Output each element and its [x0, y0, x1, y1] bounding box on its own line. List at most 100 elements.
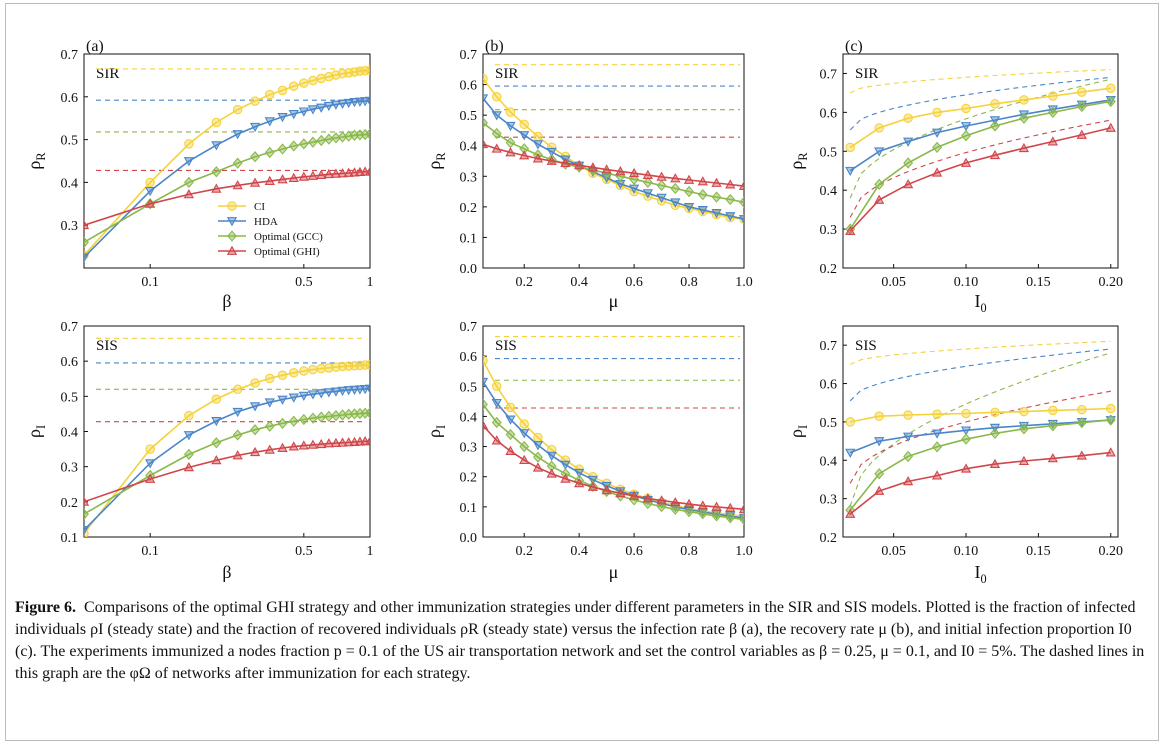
dashed-reference-line	[849, 348, 1111, 402]
data-point-ci	[232, 104, 243, 115]
data-point-gcc	[84, 236, 89, 248]
data-point-gcc	[288, 140, 299, 152]
data-point-ghi	[615, 166, 626, 176]
plot-area	[84, 65, 370, 263]
data-point-ci	[1106, 83, 1116, 93]
legend-label: Optimal (GCC)	[254, 231, 323, 243]
data-point-hda	[642, 189, 653, 199]
chart-legend: CI HDA Optimal (GCC) Optimal (GHI)	[218, 201, 323, 258]
data-point-ghi	[697, 176, 708, 186]
legend-marker	[226, 217, 238, 227]
data-point-ci	[491, 381, 502, 392]
data-point-ghi	[738, 503, 744, 514]
data-point-gcc	[725, 193, 736, 206]
data-point-ghi	[1076, 129, 1087, 139]
panel-label: (c)	[845, 38, 863, 55]
y-tick-label: 0.7	[820, 67, 838, 82]
data-point-ghi	[232, 450, 243, 460]
series-line-hda	[849, 419, 1111, 454]
dashed-reference-line	[849, 119, 1111, 218]
data-point-gcc	[656, 179, 667, 192]
panel-label: (b)	[485, 38, 504, 55]
data-point-ci	[1019, 406, 1029, 417]
y-tick-label: 0.2	[820, 531, 838, 546]
data-point-gcc	[697, 508, 708, 520]
data-point-hda	[232, 407, 243, 418]
series-line-gcc	[849, 100, 1111, 230]
data-point-ci	[277, 370, 288, 380]
x-tick-label: 0.8	[680, 275, 698, 290]
data-point-ci	[299, 366, 309, 376]
data-point-gcc	[629, 494, 640, 506]
data-point-gcc	[546, 460, 557, 472]
x-axis-label: β	[222, 291, 231, 311]
data-point-ci	[324, 71, 334, 82]
data-point-ghi	[1076, 450, 1087, 460]
x-tick-label: 0.20	[1099, 275, 1124, 290]
data-point-ci	[299, 78, 309, 88]
data-point-ghi	[874, 485, 885, 495]
dashed-reference-line	[849, 78, 1111, 199]
data-point-hda	[656, 193, 667, 204]
data-point-hda	[264, 398, 275, 408]
data-point-ghi	[323, 438, 335, 448]
data-point-ci	[360, 360, 370, 370]
data-point-ghi	[628, 167, 640, 178]
data-point-ghi	[505, 147, 516, 157]
data-point-ghi	[532, 462, 544, 472]
x-tick-label: 0.15	[1026, 544, 1051, 559]
data-point-hda	[931, 429, 943, 439]
data-point-hda	[288, 110, 299, 120]
data-point-ghi	[519, 454, 530, 465]
data-point-gcc	[491, 127, 502, 140]
data-point-gcc	[298, 138, 309, 150]
data-point-gcc	[183, 176, 194, 189]
data-point-gcc	[932, 441, 943, 453]
data-point-ghi	[505, 445, 516, 456]
y-axis-label: ρR	[424, 152, 448, 170]
data-point-ghi	[601, 484, 612, 495]
data-point-ci	[845, 417, 855, 427]
data-point-hda	[519, 131, 530, 141]
data-point-gcc	[990, 427, 1000, 440]
data-point-ghi	[601, 164, 612, 174]
data-point-ci	[961, 408, 971, 419]
data-point-hda	[546, 451, 557, 461]
x-tick-label: 0.1	[141, 275, 159, 290]
data-point-gcc	[670, 503, 681, 515]
series-line-gcc	[84, 412, 370, 515]
data-point-ghi	[845, 225, 856, 235]
data-point-hda	[298, 391, 309, 401]
x-axis-label: μ	[609, 291, 619, 311]
data-point-ci	[874, 411, 884, 421]
data-point-gcc	[684, 185, 694, 198]
y-tick-label: 0.3	[460, 441, 478, 456]
data-point-hda	[628, 184, 640, 194]
data-point-hda	[364, 384, 370, 394]
x-tick-label: 1	[367, 275, 374, 290]
y-tick-label: 0.4	[820, 184, 838, 199]
data-point-gcc	[264, 420, 275, 432]
data-point-ghi	[249, 446, 261, 457]
y-tick-label: 0.1	[460, 501, 478, 516]
model-label: SIS	[855, 338, 877, 354]
data-point-hda	[491, 111, 502, 121]
data-point-ci	[990, 99, 1000, 109]
x-tick-label: 0.20	[1099, 544, 1124, 559]
data-point-gcc	[519, 440, 530, 453]
data-point-ci	[505, 107, 516, 117]
data-point-ci	[533, 131, 543, 142]
data-point-gcc	[483, 117, 488, 129]
x-tick-label: 0.05	[881, 275, 906, 290]
data-point-ci	[265, 89, 275, 100]
plot-frame	[482, 325, 745, 538]
y-tick-label: 0.3	[61, 461, 79, 476]
series-line-ci	[84, 69, 370, 256]
data-point-hda	[491, 398, 502, 409]
data-point-ghi	[232, 180, 243, 190]
y-axis-label: ρI	[24, 425, 48, 438]
chart-panel-2: 0.0 0.1 0.2 0.3 0.4 0.5 0.6 0.7 0.2 0.4 0.6 0.8 1.0 μ…	[424, 38, 753, 311]
x-tick-label: 0.6	[625, 544, 643, 559]
data-point-gcc	[533, 451, 543, 463]
data-point-ghi	[670, 173, 681, 183]
